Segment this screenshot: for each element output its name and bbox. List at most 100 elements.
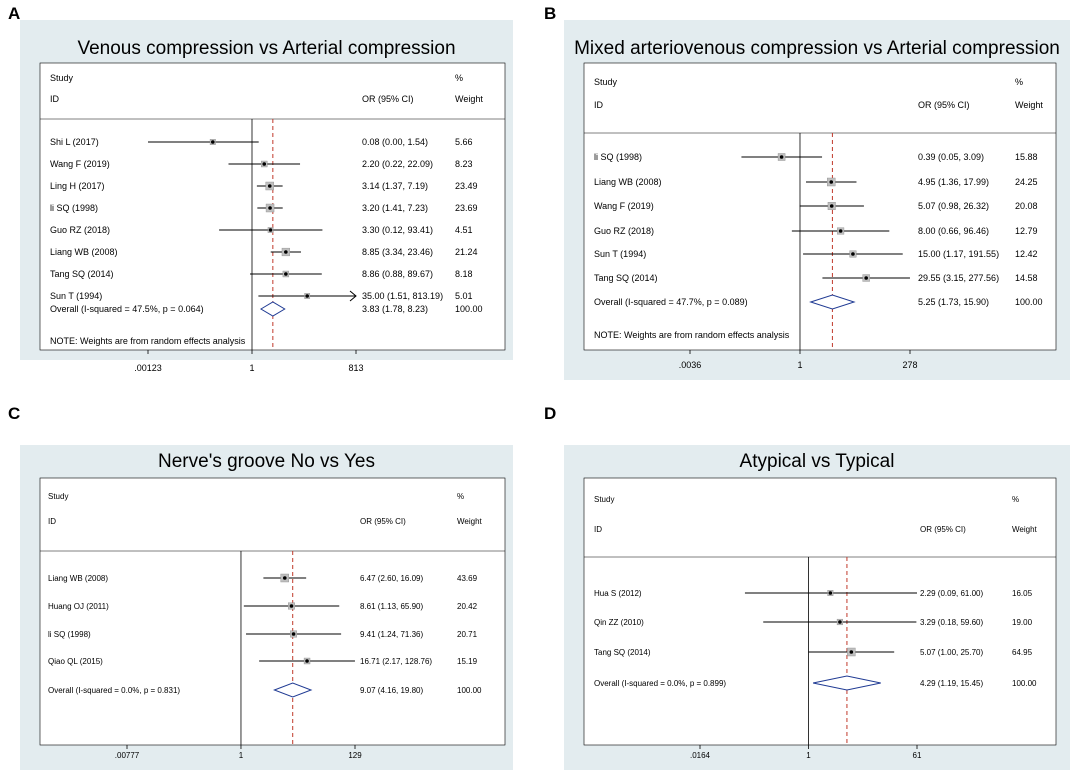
study-name: Tang SQ (2014): [50, 269, 114, 279]
ci-arrow: [349, 290, 357, 302]
study-ci-label: 5.07 (0.98, 26.32): [918, 201, 989, 211]
study-weight: 21.24: [455, 247, 478, 257]
point-estimate: [291, 632, 296, 636]
study-weight: 64.95: [1012, 648, 1033, 657]
point-estimate: [305, 659, 309, 663]
study-ci-label: 0.08 (0.00, 1.54): [362, 137, 428, 147]
point-estimate: [262, 162, 267, 166]
study-weight: 12.79: [1015, 226, 1038, 236]
study-ci-label: 9.41 (1.24, 71.36): [360, 630, 423, 639]
point-estimate: [828, 591, 833, 595]
header-id: ID: [594, 525, 602, 534]
study-ci-label: 16.71 (2.17, 128.76): [360, 657, 432, 666]
study-ci-label: 2.29 (0.09, 61.00): [920, 589, 983, 598]
study-weight: 5.01: [455, 291, 473, 301]
header-id: ID: [594, 100, 604, 110]
study-ci-label: 8.85 (3.34, 23.46): [362, 247, 433, 257]
point-estimate: [829, 204, 834, 208]
study-name: Huang OJ (2011): [48, 602, 109, 611]
overall-weight: 100.00: [1015, 297, 1043, 307]
study-ci-label: 3.30 (0.12, 93.41): [362, 225, 433, 235]
header-id: ID: [50, 94, 60, 104]
study-ci-label: 8.86 (0.88, 89.67): [362, 269, 433, 279]
note-text: NOTE: Weights are from random effects an…: [50, 336, 246, 346]
study-name: Wang F (2019): [50, 159, 110, 169]
study-weight: 24.25: [1015, 177, 1038, 187]
overall-diamond: [273, 682, 313, 698]
overall-label: Overall (I-squared = 0.0%, p = 0.831): [48, 686, 180, 695]
study-ci-label: 35.00 (1.51, 813.19): [362, 291, 443, 301]
header-study: Study: [594, 77, 618, 87]
axis-tick-label: 61: [913, 751, 922, 760]
study-name: li SQ (1998): [594, 152, 642, 162]
point-estimate: [267, 184, 272, 188]
forest-panel-b: Mixed arteriovenous compression vs Arter…: [564, 20, 1070, 380]
study-ci-label: 8.00 (0.66, 96.46): [918, 226, 989, 236]
axis-tick-label: 278: [902, 360, 917, 370]
axis-tick-label: 813: [348, 363, 363, 373]
header-study: Study: [50, 73, 74, 83]
study-ci-label: 3.20 (1.41, 7.23): [362, 203, 428, 213]
point-estimate: [851, 252, 855, 256]
overall-ci-label: 9.07 (4.16, 19.80): [360, 686, 423, 695]
study-weight: 5.66: [455, 137, 473, 147]
study-name: Hua S (2012): [594, 589, 642, 598]
study-weight: 23.49: [455, 181, 478, 191]
study-weight: 43.69: [457, 574, 478, 583]
study-name: Qin ZZ (2010): [594, 618, 644, 627]
study-ci-label: 15.00 (1.17, 191.55): [918, 249, 999, 259]
panel-letter-a: A: [8, 4, 21, 23]
study-weight: 20.71: [457, 630, 478, 639]
study-ci-label: 29.55 (3.15, 277.56): [918, 273, 999, 283]
header-id: ID: [48, 517, 56, 526]
overall-weight: 100.00: [1012, 679, 1037, 688]
overall-weight: 100.00: [455, 304, 483, 314]
header-or-ci: OR (95% CI): [920, 525, 966, 534]
study-ci-label: 5.07 (1.00, 25.70): [920, 648, 983, 657]
point-estimate: [829, 180, 834, 184]
study-name: Guo RZ (2018): [594, 226, 654, 236]
plot-area: [583, 477, 1057, 746]
overall-diamond: [812, 675, 881, 691]
study-ci-label: 6.47 (2.60, 16.09): [360, 574, 423, 583]
study-ci-label: 3.14 (1.37, 7.19): [362, 181, 428, 191]
axis-tick-label: 1: [239, 751, 244, 760]
axis-tick-label: 1: [249, 363, 254, 373]
study-weight: 23.69: [455, 203, 478, 213]
study-ci-label: 2.20 (0.22, 22.09): [362, 159, 433, 169]
study-name: Qiao QL (2015): [48, 657, 103, 666]
point-estimate: [268, 206, 272, 210]
overall-ci-label: 3.83 (1.78, 8.23): [362, 304, 428, 314]
study-weight: 14.58: [1015, 273, 1038, 283]
study-ci-label: 3.29 (0.18, 59.60): [920, 618, 983, 627]
axis-tick-label: .00777: [115, 751, 140, 760]
overall-label: Overall (I-squared = 47.7%, p = 0.089): [594, 297, 748, 307]
point-estimate: [268, 228, 273, 232]
study-name: Tang SQ (2014): [594, 273, 658, 283]
overall-weight: 100.00: [457, 686, 482, 695]
axis-tick-label: .00123: [134, 363, 162, 373]
plot-area: [39, 477, 506, 746]
study-name: Guo RZ (2018): [50, 225, 110, 235]
study-weight: 8.18: [455, 269, 473, 279]
panel-letter-c: C: [8, 404, 21, 423]
point-estimate: [289, 604, 294, 608]
axis-tick-label: 129: [348, 751, 362, 760]
header-percent: %: [455, 73, 463, 83]
point-estimate: [284, 250, 288, 254]
study-name: Liang WB (2008): [50, 247, 118, 257]
point-estimate: [838, 620, 842, 624]
point-estimate: [779, 155, 784, 159]
point-estimate: [838, 229, 843, 233]
overall-diamond: [259, 301, 286, 317]
panel-letter-d: D: [544, 404, 557, 423]
study-name: Liang WB (2008): [594, 177, 662, 187]
study-weight: 15.19: [457, 657, 478, 666]
study-weight: 20.42: [457, 602, 478, 611]
overall-label: Overall (I-squared = 0.0%, p = 0.899): [594, 679, 726, 688]
point-estimate: [282, 576, 287, 580]
header-percent: %: [1012, 495, 1019, 504]
header-or-ci: OR (95% CI): [918, 100, 970, 110]
chart-title: Nerve's groove No vs Yes: [158, 451, 375, 472]
study-weight: 15.88: [1015, 152, 1038, 162]
